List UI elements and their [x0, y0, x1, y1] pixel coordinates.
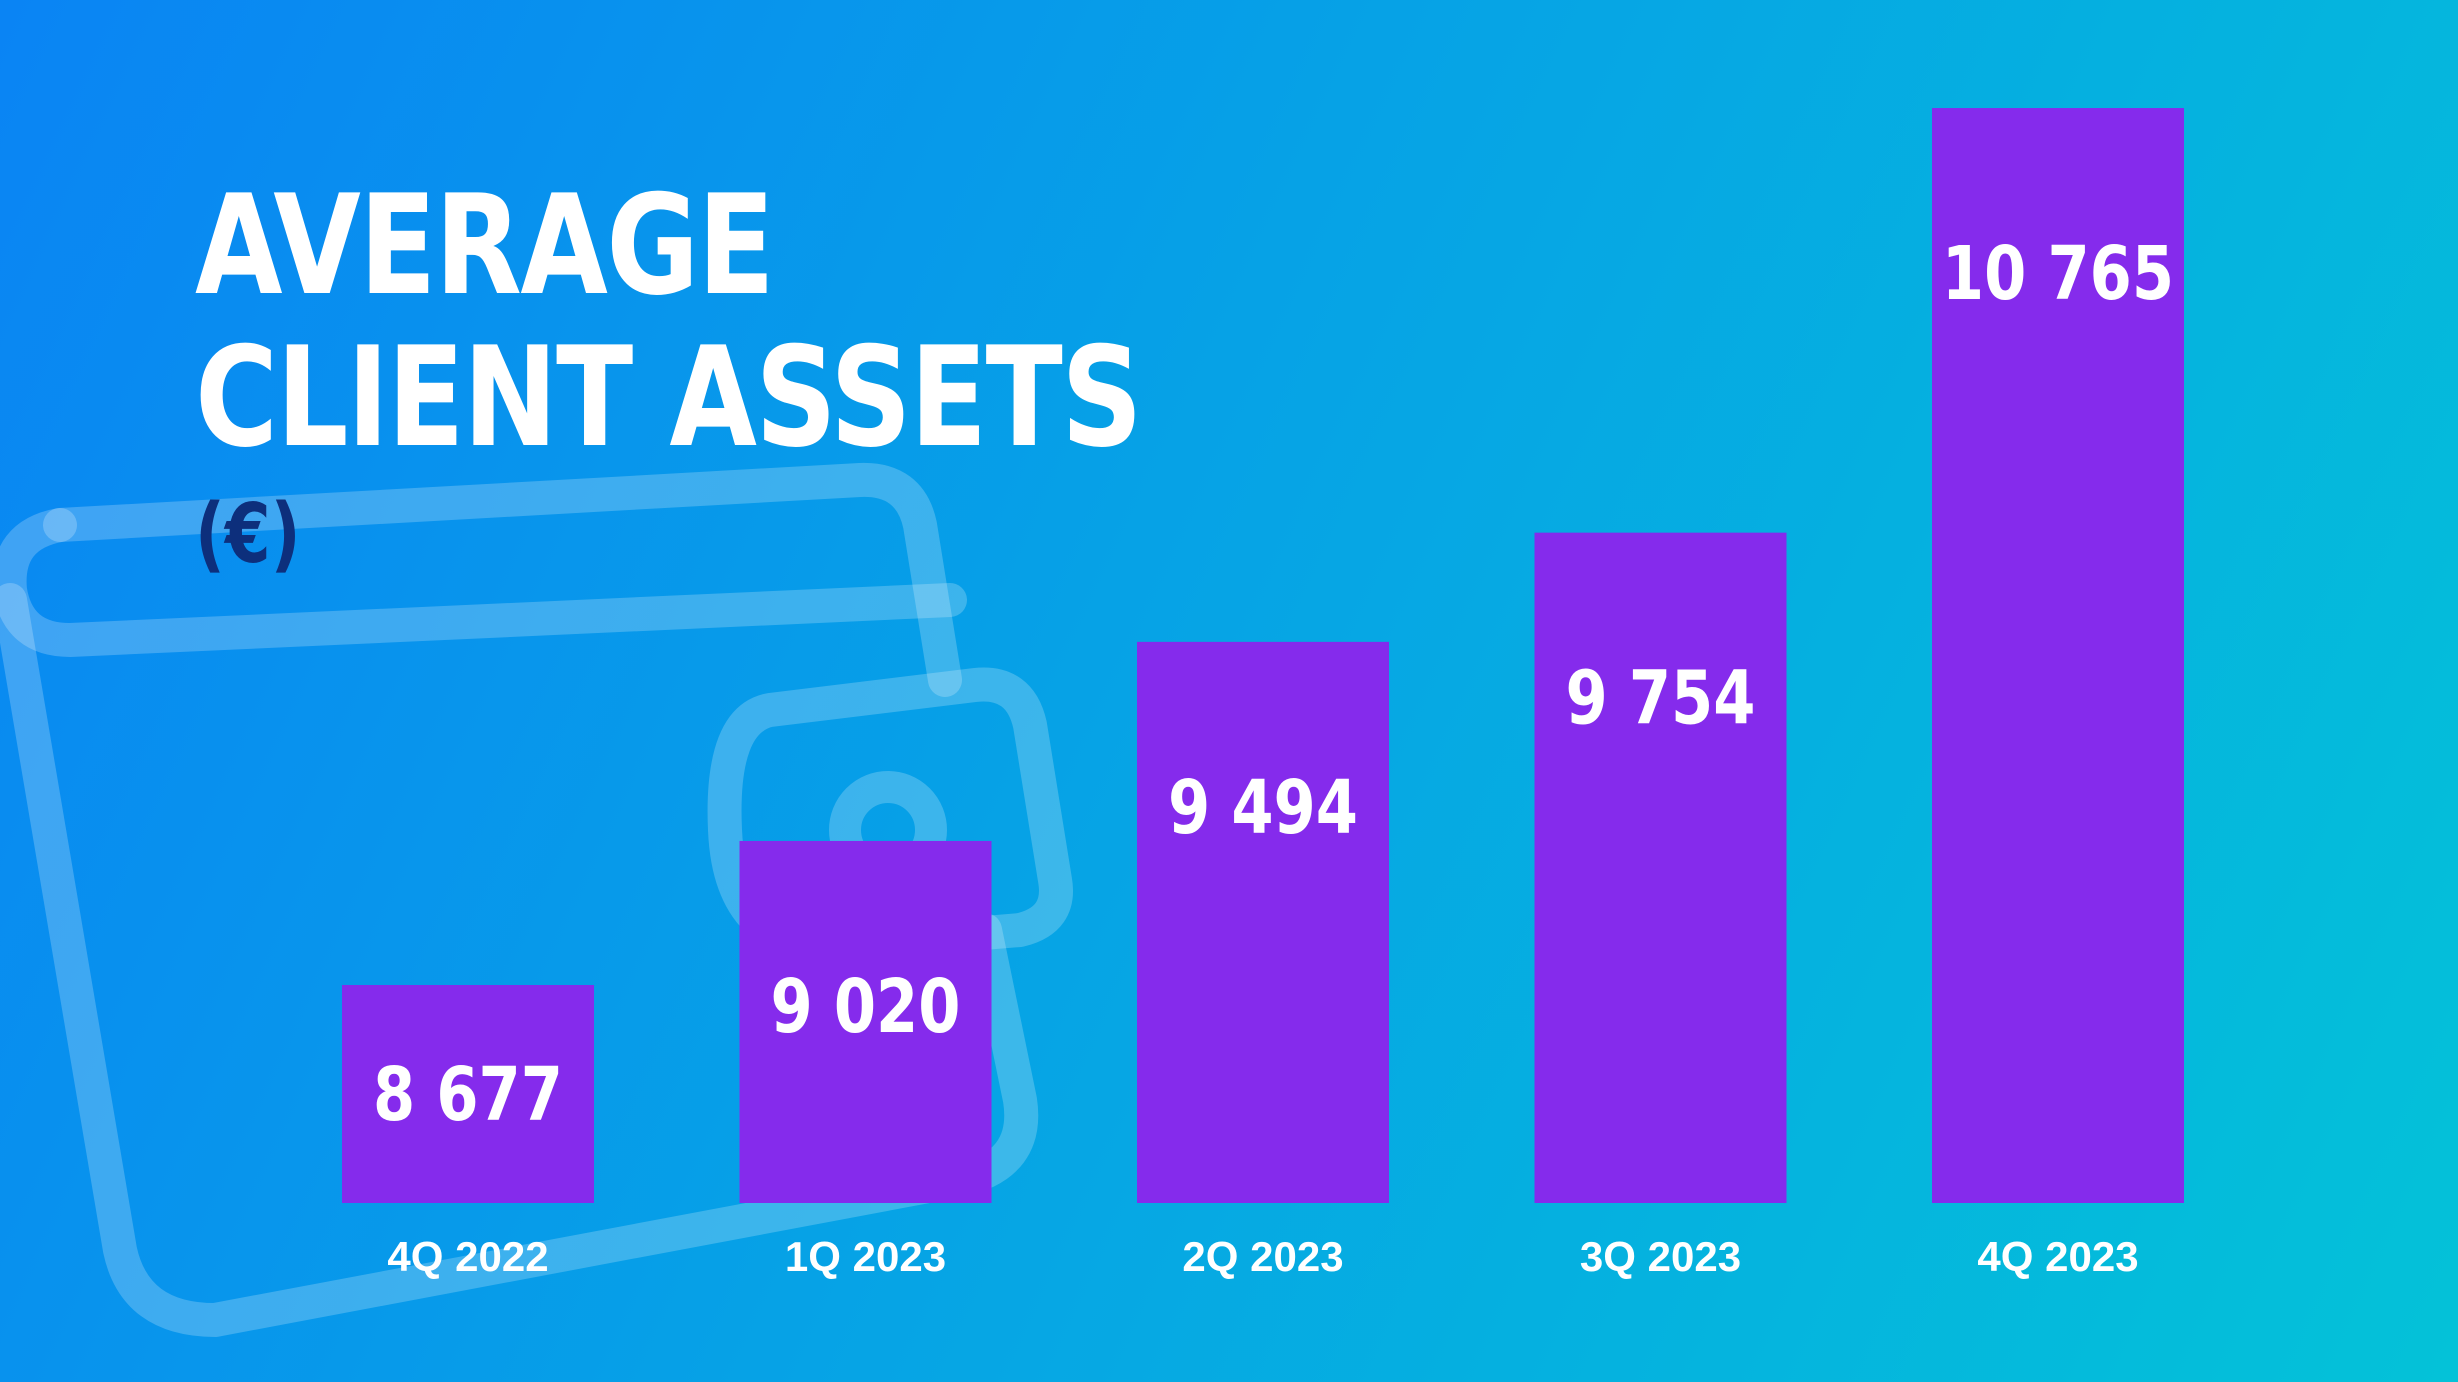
category-label-4: 4Q 2023: [1977, 1233, 2138, 1280]
unit-label: (€): [195, 487, 301, 582]
bar-value-label-0: 8 677: [373, 1051, 563, 1137]
bar-2: [1137, 641, 1389, 1203]
bar-3: [1534, 532, 1787, 1203]
bar-value-label-2: 9 494: [1168, 764, 1358, 850]
category-label-2: 2Q 2023: [1182, 1233, 1343, 1280]
bar-0: [342, 985, 594, 1203]
title-line-1: AVERAGE: [195, 165, 775, 326]
category-label-0: 4Q 2022: [387, 1233, 548, 1280]
bar-value-label-3: 9 754: [1566, 655, 1756, 741]
chart-title: AVERAGE CLIENT ASSETS: [195, 165, 1143, 478]
bar-4: [1932, 108, 2184, 1203]
category-label-1: 1Q 2023: [785, 1233, 946, 1280]
category-label-3: 3Q 2023: [1580, 1233, 1741, 1280]
bar-value-label-4: 10 765: [1942, 230, 2174, 316]
bar-value-label-1: 9 020: [771, 963, 961, 1049]
bar-1: [739, 840, 992, 1203]
title-line-2: CLIENT ASSETS: [195, 317, 1143, 478]
